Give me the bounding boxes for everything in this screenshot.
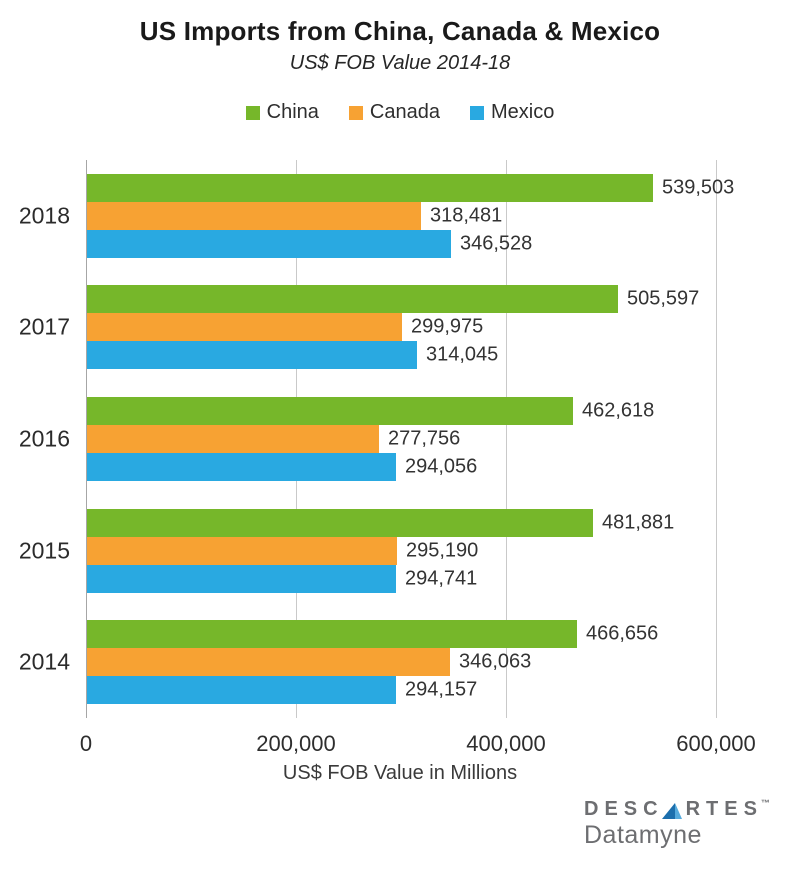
- bar-value-label: 481,881: [602, 511, 675, 534]
- bar-value-label: 462,618: [582, 399, 655, 422]
- bar-china-2014: [87, 620, 577, 649]
- logo-datamyne: Datamyne: [584, 821, 702, 849]
- bar-value-label: 277,756: [388, 427, 461, 450]
- bar-value-label: 346,528: [460, 232, 533, 255]
- bar-china-2018: [87, 173, 653, 202]
- logo-text-suffix: RTES: [685, 798, 763, 820]
- logo-sail-triangle-icon: [661, 803, 682, 819]
- bar-mexico-2018: [87, 229, 451, 258]
- bar-value-label: 295,190: [406, 539, 479, 562]
- legend: China Canada Mexico: [0, 101, 800, 124]
- bar-canada-2016: [87, 425, 379, 453]
- bar-china-2015: [87, 508, 593, 537]
- legend-swatch-china: [245, 105, 260, 120]
- bar-value-label: 299,975: [411, 315, 484, 338]
- bar-canada-2018: [87, 201, 421, 230]
- gridline: [506, 160, 507, 718]
- year-label-2014: 2014: [18, 648, 70, 675]
- year-label-2017: 2017: [18, 313, 70, 340]
- gridline: [716, 160, 717, 718]
- logo-wordmark: DESC RTES ™: [584, 799, 770, 819]
- legend-swatch-mexico: [469, 105, 484, 120]
- bar-value-label: 505,597: [627, 287, 700, 310]
- bar-mexico-2014: [87, 676, 396, 705]
- x-tick-label: 400,000: [466, 731, 546, 756]
- bar-value-label: 466,656: [586, 622, 659, 645]
- bar-value-label: 294,741: [405, 567, 478, 590]
- bar-canada-2015: [87, 536, 397, 565]
- legend-item-china: China: [245, 101, 319, 124]
- bar-mexico-2017: [87, 341, 417, 370]
- year-label-2016: 2016: [18, 425, 70, 452]
- logo-text-prefix: DESC: [584, 798, 664, 820]
- legend-swatch-canada: [348, 105, 363, 120]
- x-tick-label: 200,000: [256, 731, 336, 756]
- year-label-2018: 2018: [18, 202, 70, 229]
- bar-value-label: 294,157: [405, 678, 478, 701]
- bar-value-label: 318,481: [430, 204, 503, 227]
- legend-item-mexico: Mexico: [469, 101, 555, 124]
- y-axis-line: [86, 160, 87, 718]
- bar-value-label: 346,063: [459, 650, 532, 673]
- legend-label-mexico: Mexico: [490, 101, 555, 123]
- descartes-datamyne-logo: DESC RTES ™ Datamyne: [584, 799, 770, 850]
- year-label-2015: 2015: [18, 537, 70, 564]
- bar-china-2016: [87, 397, 573, 425]
- x-tick-label: 0: [79, 731, 93, 756]
- bar-canada-2017: [87, 313, 402, 342]
- bar-value-label: 294,056: [405, 455, 478, 478]
- bar-value-label: 314,045: [426, 343, 499, 366]
- bar-canada-2014: [87, 648, 450, 677]
- legend-label-china: China: [266, 101, 319, 123]
- x-tick-label: 600,000: [676, 731, 756, 756]
- chart-subtitle: US$ FOB Value 2014-18: [289, 52, 511, 74]
- bar-china-2017: [87, 285, 618, 314]
- x-axis-title: US$ FOB Value in Millions: [282, 762, 518, 784]
- bar-mexico-2016: [87, 453, 396, 481]
- chart-title: US Imports from China, Canada & Mexico: [139, 16, 661, 46]
- legend-label-canada: Canada: [369, 101, 440, 123]
- bar-mexico-2015: [87, 564, 396, 593]
- legend-item-canada: Canada: [348, 101, 440, 124]
- trademark-symbol: ™: [760, 798, 770, 808]
- bar-value-label: 539,503: [662, 176, 735, 199]
